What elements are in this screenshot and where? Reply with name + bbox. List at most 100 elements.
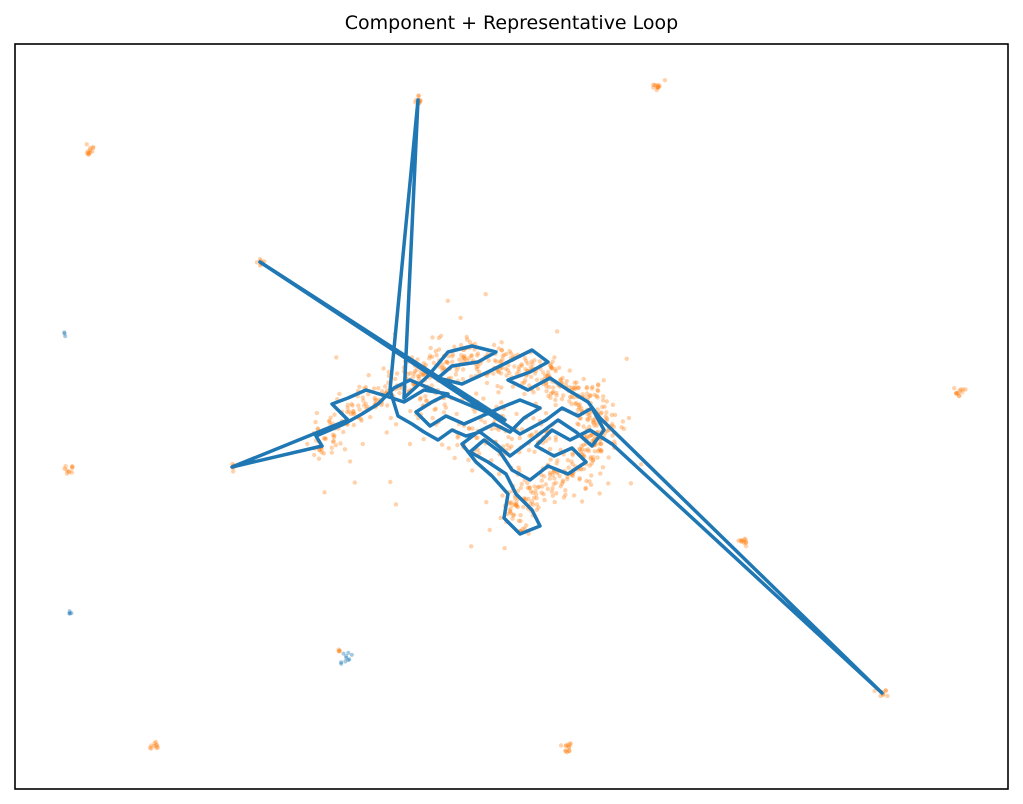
scatter-point [598,441,604,446]
scatter-point [657,83,662,89]
scatter-point [604,399,609,404]
scatter-point [588,482,594,487]
scatter-point [315,426,321,431]
scatter-point [595,455,600,460]
scatter-point [952,386,957,391]
scatter-point [445,298,451,303]
scatter-point [441,410,447,415]
scatter-layer-orange [62,78,968,755]
scatter-point [543,373,548,378]
scatter-point [484,500,489,505]
scatter-point [516,366,521,372]
scatter-point [960,387,966,392]
scatter-point [337,648,342,654]
scatter-point [554,390,559,396]
scatter-point [455,442,460,448]
scatter-point [356,403,361,408]
scatter-point [466,426,472,431]
scatter-point [496,369,501,375]
scatter-point [394,371,400,376]
scatter-point [570,462,575,467]
scatter-point [392,376,398,382]
scatter-point [560,478,565,483]
scatter-point [461,367,466,372]
scatter-point [536,505,541,510]
scatter-point [563,743,569,749]
scatter-point [576,385,581,390]
scatter-point [564,743,569,748]
scatter-point [344,656,349,660]
scatter-point [592,417,597,422]
scatter-point [598,411,604,416]
scatter-point [503,366,508,371]
scatter-point [454,411,459,417]
scatter-point [455,435,460,440]
scatter-point [491,342,497,348]
scatter-point [567,399,572,404]
scatter-point [569,401,574,407]
scatter-point [525,485,531,491]
scatter-point [460,376,466,382]
scatter-point [595,382,601,387]
scatter-point [155,745,160,750]
scatter-point [564,477,570,482]
scatter-point [63,334,68,339]
scatter-point [339,661,344,666]
scatter-point [499,385,504,390]
scatter-point [359,418,364,423]
scatter-point [532,371,538,376]
scatter-point [408,370,413,376]
scatter-point [385,403,390,408]
scatter-point [386,369,391,375]
scatter-point [459,353,464,358]
scatter-point [436,347,442,352]
scatter-point [590,384,595,390]
scatter-point [466,356,472,361]
scatter-point [475,351,481,356]
scatter-point [606,455,611,460]
scatter-point [576,407,581,412]
scatter-point [352,480,357,485]
scatter-point [549,489,555,494]
scatter-point [397,390,402,396]
scatter-point [507,446,512,451]
scatter-point [70,464,75,469]
scatter-point [258,257,263,262]
scatter-point [527,433,532,439]
scatter-point [550,390,555,396]
scatter-point [462,356,468,361]
scatter-point [589,386,595,391]
scatter-point [312,452,317,458]
scatter-point [589,461,594,466]
scatter-point [532,358,537,363]
scatter-point [514,503,519,508]
scatter-point [349,402,354,407]
scatter-point [346,658,351,662]
scatter-point [502,352,507,357]
scatter-point [514,500,519,505]
scatter-point [567,368,572,373]
scatter-point [444,359,450,364]
chart-title: Component + Representative Loop [344,12,679,34]
scatter-point [587,463,592,468]
scatter-point [421,372,426,377]
scatter-point [579,499,585,504]
scatter-point [438,333,444,339]
scatter-point [585,412,590,417]
scatter-point [955,390,961,396]
scatter-point [561,393,566,398]
scatter-point [546,393,551,399]
scatter-point [566,745,572,750]
scatter-point [341,651,346,656]
scatter-point [507,349,512,354]
scatter-point [383,384,388,389]
scatter-point [604,416,610,421]
scatter-point [333,443,338,448]
scatter-point [600,404,605,410]
scatter-point [527,383,532,388]
scatter-point [566,742,571,747]
scatter-point [341,429,346,435]
scatter-point [63,464,68,469]
scatter-point [508,351,514,356]
scatter-point [416,373,421,378]
